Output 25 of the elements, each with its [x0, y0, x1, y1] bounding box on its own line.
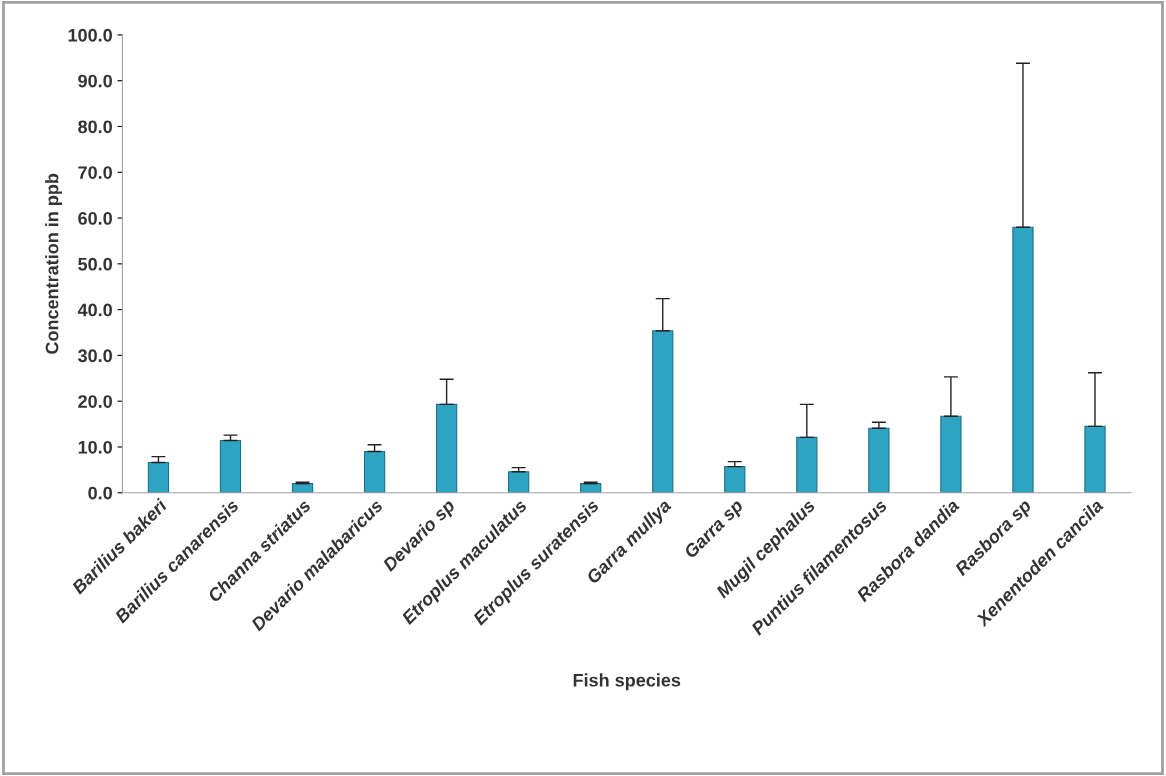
x-axis-title: Fish species: [573, 673, 681, 691]
bar: [796, 436, 818, 493]
bar: [652, 330, 674, 493]
y-tick-label: 50.0: [78, 257, 112, 271]
bar: [508, 471, 530, 493]
y-tick-label: 100.0: [68, 28, 112, 42]
bar: [147, 461, 170, 493]
y-tick-label: 60.0: [78, 211, 112, 225]
y-tick-label: 90.0: [78, 74, 112, 88]
bar: [868, 427, 890, 493]
bar: [1012, 226, 1034, 493]
bar: [1084, 425, 1106, 493]
bar: [940, 415, 962, 493]
y-tick-label: 80.0: [78, 120, 112, 134]
y-tick-label: 20.0: [78, 395, 112, 408]
bar: [363, 450, 386, 493]
bar: [724, 466, 746, 493]
bar: [219, 440, 242, 493]
y-tick-label: 10.0: [78, 440, 112, 454]
y-tick-label: 70.0: [78, 166, 112, 179]
y-tick-label: 40.0: [77, 303, 112, 317]
y-axis-title: Concentration in ppb: [45, 173, 62, 354]
bar: [435, 403, 458, 493]
y-tick-label: 30.0: [77, 349, 112, 363]
y-tick-label: 0.0: [88, 486, 112, 500]
